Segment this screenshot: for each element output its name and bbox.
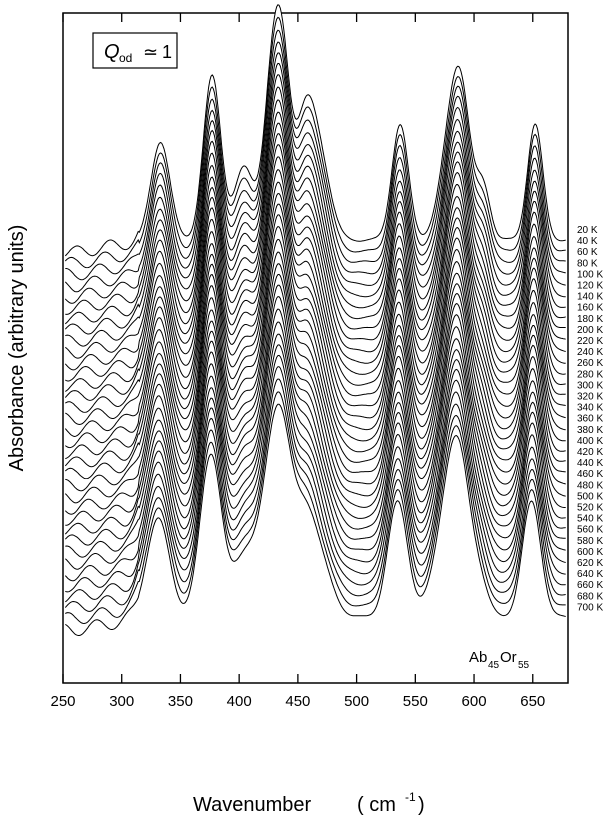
trace-label-360k: 360 K [577,414,603,425]
trace-label-20k: 20 K [577,225,598,236]
trace-label-80k: 80 K [577,258,598,269]
qod-subscript: od [119,51,132,65]
trace-label-620k: 620 K [577,558,603,569]
trace-label-660k: 660 K [577,580,603,591]
trace-label-480k: 480 K [577,480,603,491]
sample-label: Ab 45 Or 55 [469,649,530,671]
trace-label-600k: 600 K [577,547,603,558]
plot-frame [62,12,569,684]
trace-label-440k: 440 K [577,458,603,469]
trace-label-200k: 200 K [577,325,603,336]
spectrum-700k [65,403,566,636]
trace-label-380k: 380 K [577,425,603,436]
trace-label-320k: 320 K [577,392,603,403]
x-axis-unit: ( cm [357,794,396,816]
trace-label-500k: 500 K [577,491,603,502]
x-tick-label-350: 350 [168,693,193,710]
trace-label-560k: 560 K [577,525,603,536]
qod-relation: ≃ [143,42,158,62]
trace-label-640k: 640 K [577,569,603,580]
x-tick-label-650: 650 [520,693,545,710]
trace-label-100k: 100 K [577,269,603,280]
trace-label-460k: 460 K [577,469,603,480]
trace-label-420k: 420 K [577,447,603,458]
sample-ab: Ab [469,649,487,666]
qod-annotation-box [92,32,178,69]
trace-label-260k: 260 K [577,358,603,369]
x-axis-unit-exponent: -1 [405,790,416,804]
x-tick-label-550: 550 [403,693,428,710]
x-axis-title-text: Wavenumber [193,794,312,816]
qod-annotation: Q od ≃ 1 [92,32,178,69]
x-axis-unit-close: ) [418,794,425,816]
trace-label-400k: 400 K [577,436,603,447]
x-axis-title: Wavenumber ( cm -1 ) [193,790,425,816]
x-tick-label-500: 500 [344,693,369,710]
qod-value: 1 [162,42,172,62]
spectra-traces [64,4,566,636]
sample-or-sub: 55 [518,660,530,671]
trace-label-60k: 60 K [577,247,598,258]
x-tick-label-600: 600 [462,693,487,710]
trace-label-540k: 540 K [577,514,603,525]
trace-label-300k: 300 K [577,380,603,391]
trace-label-160k: 160 K [577,303,603,314]
trace-label-580k: 580 K [577,536,603,547]
trace-label-520k: 520 K [577,503,603,514]
trace-label-220k: 220 K [577,336,603,347]
sample-ab-sub: 45 [488,660,500,671]
x-ticks: 250 300 350 400 450 500 550 600 650 [50,13,545,710]
x-tick-label-300: 300 [109,693,134,710]
sample-or: Or [500,649,517,666]
x-tick-label-250: 250 [50,693,75,710]
trace-label-120k: 120 K [577,281,603,292]
trace-label-40k: 40 K [577,236,598,247]
x-tick-label-450: 450 [285,693,310,710]
qod-symbol: Q [104,41,120,63]
y-axis-title: Absorbance (arbitrary units) [6,225,28,472]
x-tick-label-400: 400 [227,693,252,710]
trace-label-700k: 700 K [577,602,603,613]
trace-label-180k: 180 K [577,314,603,325]
trace-label-240k: 240 K [577,347,603,358]
trace-label-140k: 140 K [577,292,603,303]
trace-label-340k: 340 K [577,403,603,414]
trace-label-280k: 280 K [577,369,603,380]
trace-label-680k: 680 K [577,591,603,602]
